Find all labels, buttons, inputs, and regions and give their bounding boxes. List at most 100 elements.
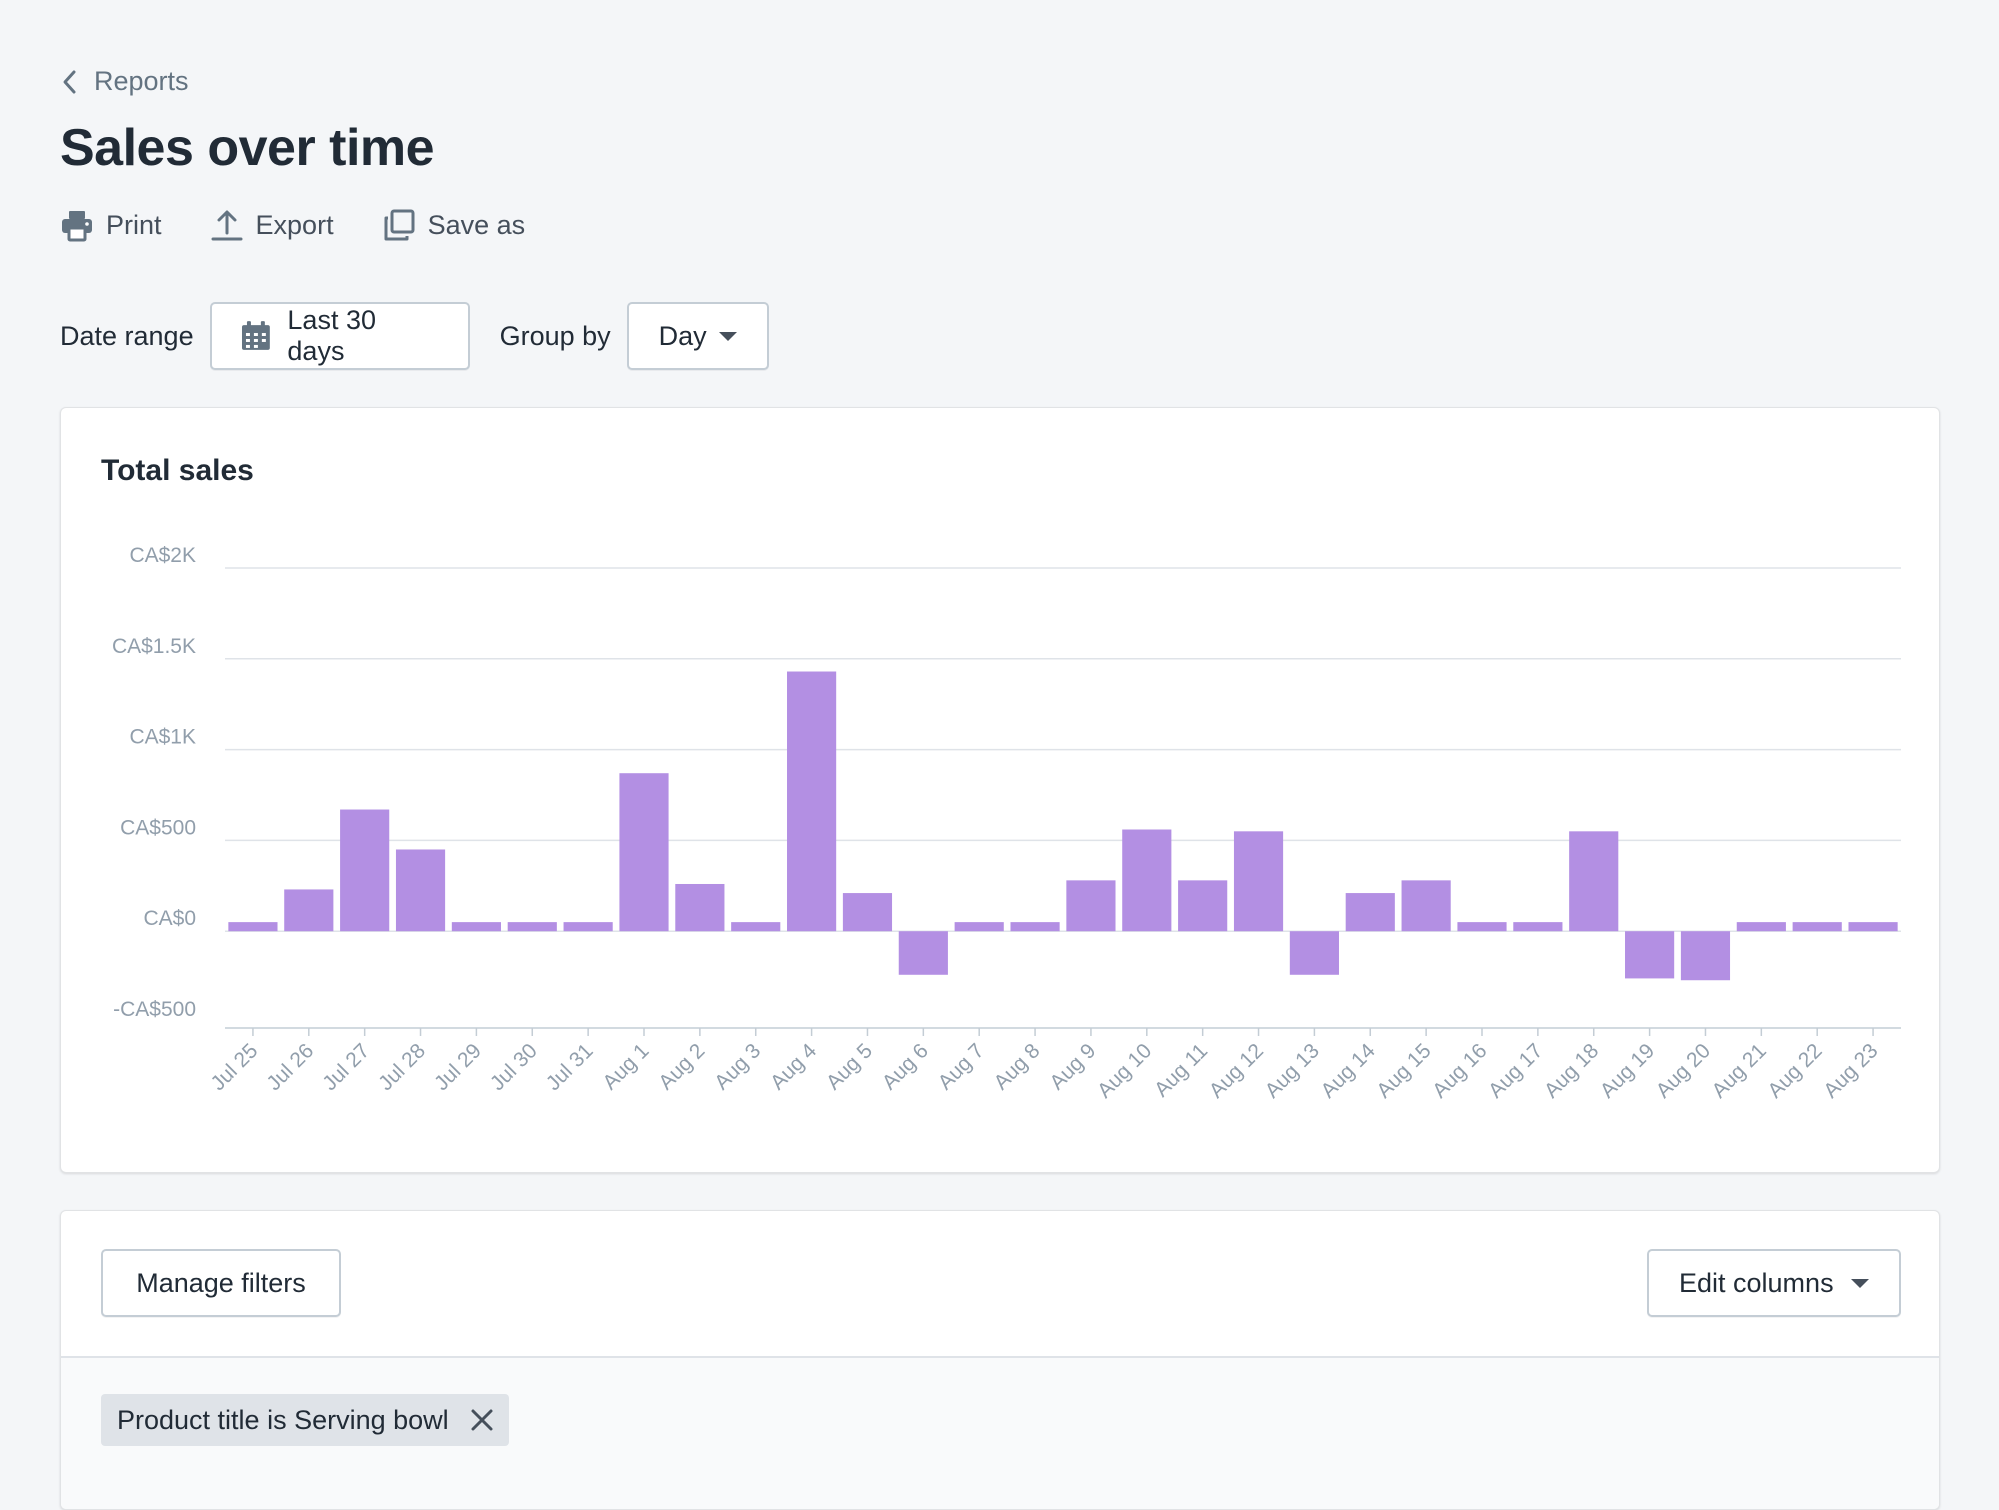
bar[interactable]: [1513, 922, 1563, 932]
bar[interactable]: [340, 809, 390, 932]
bar[interactable]: [395, 849, 446, 932]
bar[interactable]: [1569, 831, 1619, 932]
breadcrumb-label: Reports: [94, 66, 189, 96]
report-controls: Date range Last 30 days Group by Day: [60, 302, 769, 370]
bar[interactable]: [675, 883, 725, 932]
x-tick-label: Aug 21: [1708, 1039, 1771, 1102]
chart-title: Total sales: [101, 454, 254, 487]
bar[interactable]: [898, 931, 948, 975]
export-label: Export: [255, 209, 334, 240]
x-tick-label: Aug 23: [1819, 1039, 1882, 1102]
bar[interactable]: [1122, 829, 1172, 932]
bar[interactable]: [228, 922, 278, 932]
total-sales-chart: CA$2K CA$1.5K CA$1K CA$500 CA$0 -CA$500 Jul 25…: [112, 544, 1901, 1103]
y-tick-label: CA$500: [120, 816, 196, 839]
y-tick-label: CA$0: [143, 907, 196, 930]
x-tick-label: Aug 20: [1652, 1039, 1715, 1102]
x-tick-label: Aug 19: [1596, 1039, 1659, 1102]
caret-down-icon: [718, 331, 737, 341]
chevron-left-icon: [63, 70, 76, 93]
bar[interactable]: [1178, 880, 1228, 932]
manage-filters-button[interactable]: Manage filters: [101, 1249, 341, 1317]
x-tick-label: Aug 2: [654, 1039, 709, 1094]
bar[interactable]: [842, 893, 893, 932]
x-tick-label: Aug 10: [1093, 1039, 1156, 1102]
x-tick-label: Jul 29: [430, 1039, 486, 1095]
bar[interactable]: [731, 922, 781, 932]
manage-filters-label: Manage filters: [136, 1267, 306, 1298]
x-tick-label: Jul 28: [374, 1039, 430, 1095]
export-button[interactable]: Export: [210, 208, 334, 242]
y-tick-label: CA$1K: [129, 726, 196, 749]
save-as-button[interactable]: Save as: [382, 208, 526, 242]
date-range-button[interactable]: Last 30 days: [209, 302, 470, 370]
x-tick-label: Aug 6: [878, 1039, 933, 1094]
bar[interactable]: [1792, 922, 1842, 932]
group-by-value: Day: [658, 320, 707, 351]
page-actions: Print Export Save as: [60, 208, 525, 242]
x-tick-label: Aug 1: [598, 1039, 653, 1094]
bar[interactable]: [284, 889, 334, 932]
group-by-select[interactable]: Day: [626, 302, 769, 370]
date-range-label: Date range: [60, 320, 194, 351]
print-label: Print: [106, 209, 162, 240]
bar[interactable]: [1345, 893, 1395, 932]
y-tick-label: CA$2K: [129, 544, 196, 567]
print-button[interactable]: Print: [60, 208, 162, 242]
bar[interactable]: [1289, 931, 1339, 975]
calendar-icon: [241, 321, 270, 350]
report-table-card: Manage filters Edit columns Product titl…: [60, 1210, 1940, 1510]
close-icon[interactable]: [469, 1407, 495, 1433]
x-tick-label: Aug 17: [1484, 1039, 1547, 1102]
x-tick-label: Jul 26: [262, 1039, 318, 1095]
y-tick-label: -CA$500: [113, 998, 196, 1021]
x-tick-label: Aug 14: [1316, 1039, 1380, 1103]
x-tick-label: Jul 25: [207, 1039, 263, 1095]
applied-filters: Product title is Serving bowl: [61, 1358, 1939, 1509]
x-tick-label: Jul 30: [486, 1039, 542, 1095]
bar[interactable]: [954, 922, 1004, 932]
breadcrumb[interactable]: Reports: [60, 66, 189, 97]
bar[interactable]: [563, 922, 613, 932]
x-tick-label: Aug 18: [1540, 1039, 1603, 1102]
bar[interactable]: [1401, 880, 1451, 932]
x-tick-label: Aug 3: [710, 1039, 765, 1094]
filter-chip-label: Product title is Serving bowl: [117, 1404, 449, 1435]
table-toolbar: Manage filters Edit columns: [61, 1211, 1939, 1358]
x-tick-label: Aug 8: [990, 1039, 1045, 1094]
bar[interactable]: [451, 922, 501, 932]
bar[interactable]: [1457, 922, 1507, 932]
edit-columns-label: Edit columns: [1679, 1267, 1834, 1298]
duplicate-icon: [384, 209, 415, 241]
page-title: Sales over time: [60, 119, 435, 177]
date-range-value: Last 30 days: [287, 305, 376, 366]
x-tick-label: Aug 11: [1150, 1039, 1212, 1101]
printer-icon: [62, 211, 92, 242]
x-tick-label: Aug 7: [934, 1039, 989, 1094]
bar[interactable]: [1680, 931, 1731, 981]
bar[interactable]: [507, 922, 557, 932]
bar[interactable]: [1736, 922, 1786, 932]
bar[interactable]: [1066, 880, 1116, 932]
x-tick-label: Aug 13: [1261, 1039, 1324, 1102]
bar[interactable]: [787, 671, 837, 932]
export-icon: [211, 210, 243, 241]
save-as-label: Save as: [427, 209, 526, 240]
x-tick-label: Jul 27: [318, 1039, 374, 1095]
x-tick-label: Aug 12: [1205, 1039, 1268, 1102]
bar[interactable]: [1010, 922, 1060, 932]
x-tick-label: Jul 31: [542, 1039, 598, 1095]
x-tick-label: Aug 16: [1428, 1039, 1491, 1102]
x-tick-label: Aug 22: [1763, 1039, 1826, 1102]
x-tick-label: Aug 15: [1372, 1039, 1435, 1102]
bar[interactable]: [619, 773, 669, 932]
x-tick-label: Aug 4: [766, 1039, 821, 1094]
bar[interactable]: [1625, 931, 1675, 979]
bar[interactable]: [1233, 831, 1284, 932]
filter-chip: Product title is Serving bowl: [101, 1394, 509, 1446]
chart-card: Total sales CA$2K CA$1.5K CA$1K CA$500 CA$0 -…: [60, 407, 1940, 1173]
edit-columns-button[interactable]: Edit columns: [1647, 1249, 1901, 1317]
x-tick-label: Aug 5: [822, 1039, 877, 1094]
bar[interactable]: [1848, 922, 1898, 932]
y-tick-label: CA$1.5K: [112, 635, 196, 658]
